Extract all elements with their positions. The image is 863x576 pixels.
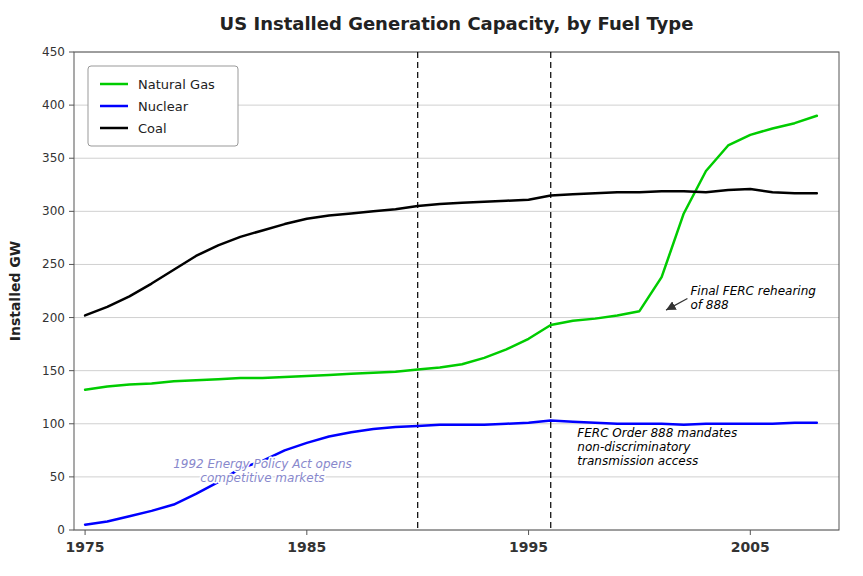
y-tick: [69, 52, 74, 53]
x-tick: [306, 530, 307, 535]
legend-swatch: [100, 127, 128, 130]
chart: US Installed Generation Capacity, by Fue…: [0, 0, 863, 576]
grid-line: [74, 370, 839, 371]
y-tick-label: 0: [57, 523, 65, 537]
y-tick: [69, 264, 74, 265]
annotation: Final FERC rehearingof 888: [690, 284, 816, 312]
plot-area: [85, 52, 817, 530]
y-tick: [69, 317, 74, 318]
annotation: FERC Order 888 mandatesnon-discriminator…: [577, 426, 737, 468]
y-axis-label: Installed GW: [7, 241, 23, 342]
annotation-line: of 888: [690, 298, 729, 312]
x-tick-label: 1975: [66, 539, 105, 555]
grid-line: [74, 317, 839, 318]
annotation-line: Final FERC rehearing: [690, 284, 816, 298]
y-tick-label: 50: [50, 470, 65, 484]
y-tick: [69, 105, 74, 106]
annotation-line: transmission access: [577, 454, 698, 468]
legend-swatch: [100, 83, 128, 86]
y-tick-label: 100: [42, 417, 65, 431]
y-tick-label: 400: [42, 98, 65, 112]
y-tick-label: 300: [42, 204, 65, 218]
y-tick: [69, 423, 74, 424]
annotation-line: FERC Order 888 mandates: [577, 426, 737, 440]
legend-label: Nuclear: [138, 99, 189, 114]
y-tick-label: 250: [42, 257, 65, 271]
annotation: 1992 Energy Policy Act openscompetitive …: [173, 457, 352, 485]
legend-label: Natural Gas: [138, 77, 215, 92]
annotation-line: 1992 Energy Policy Act opens: [173, 457, 352, 471]
legend-swatch: [100, 105, 128, 108]
x-tick-label: 2005: [731, 539, 770, 555]
legend-box: [88, 66, 238, 146]
legend: Natural Gas Nuclear Coal: [88, 66, 238, 146]
reference-line: [417, 52, 418, 530]
y-tick: [69, 158, 74, 159]
y-tick-label: 450: [42, 45, 65, 59]
annotation-line: competitive markets: [200, 471, 324, 485]
y-tick: [69, 530, 74, 531]
grid-line: [74, 211, 839, 212]
page: {"chart_data": { "type": "line", "title"…: [0, 0, 863, 576]
grid-line: [74, 158, 839, 159]
series-line: [85, 116, 817, 390]
title: US Installed Generation Capacity, by Fue…: [220, 13, 694, 34]
reference-line: [550, 52, 551, 530]
series-line: [85, 189, 817, 315]
y-tick-label: 200: [42, 311, 65, 325]
x-tick-label: 1985: [287, 539, 326, 555]
y-tick: [69, 370, 74, 371]
x-tick: [85, 530, 86, 535]
annotations: 1992 Energy Policy Act openscompetitive …: [173, 284, 816, 485]
axes: 0 50 100 150 200 250 300 350 400 450 1975 1985 1995 2…: [42, 45, 839, 555]
x-tick: [528, 530, 529, 535]
y-tick: [69, 476, 74, 477]
y-tick-label: 350: [42, 151, 65, 165]
grid-line: [74, 476, 839, 477]
y-tick: [69, 211, 74, 212]
annotation-line: non-discriminatory: [577, 440, 691, 454]
x-tick-label: 1995: [509, 539, 548, 555]
plot-frame: [74, 52, 839, 530]
legend-label: Coal: [138, 121, 167, 136]
annotation-arrow: [666, 298, 687, 310]
x-tick: [750, 530, 751, 535]
grid: [74, 52, 839, 530]
series-line: [85, 421, 817, 525]
y-tick-label: 150: [42, 364, 65, 378]
grid-line: [74, 264, 839, 265]
